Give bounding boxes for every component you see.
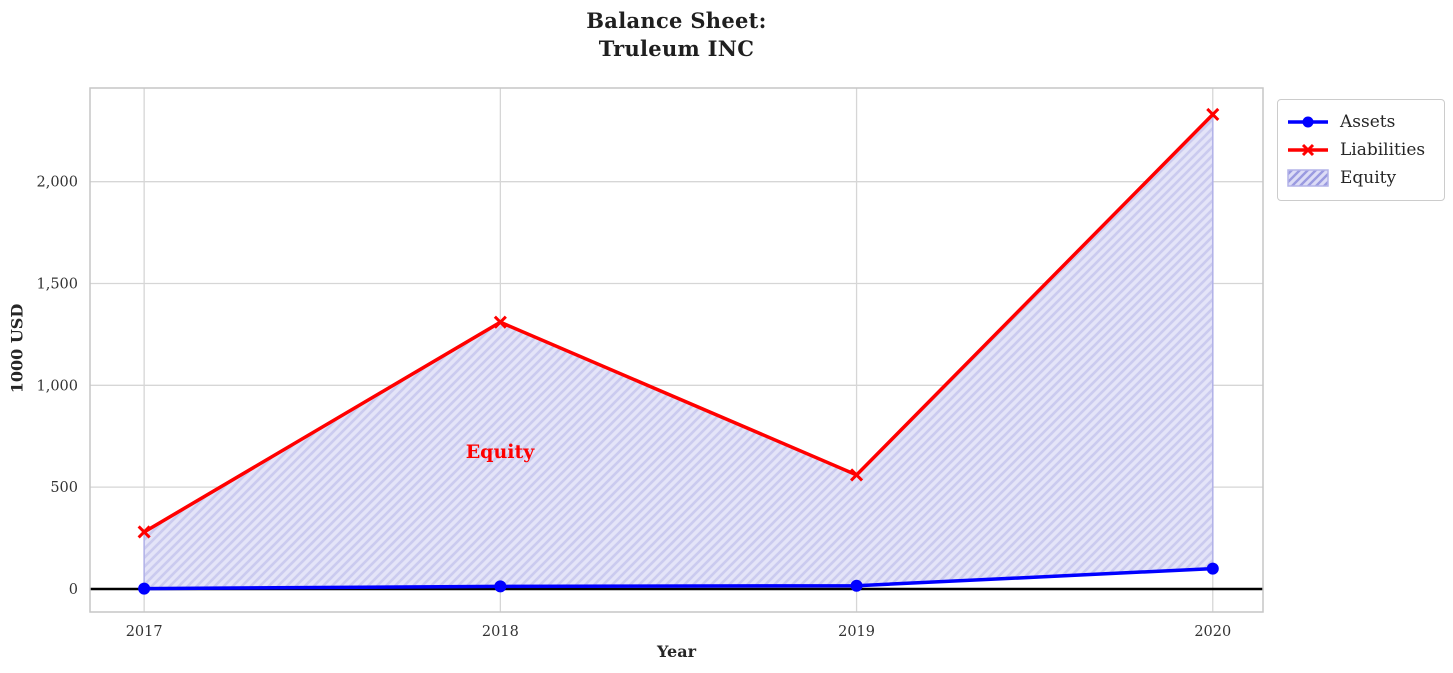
equity-patch-icon	[1287, 169, 1329, 187]
assets-line	[144, 566, 1213, 591]
chart-title-line1: Balance Sheet:	[586, 8, 767, 33]
assets-marker	[138, 582, 151, 595]
legend-label-liabilities: Liabilities	[1340, 140, 1426, 160]
assets-marker	[850, 579, 863, 592]
liabilities-marker	[493, 315, 507, 329]
legend-label-assets: Assets	[1340, 112, 1396, 132]
legend-label-equity: Equity	[1340, 168, 1397, 188]
liabilities-marker	[850, 468, 864, 482]
x-tick-label: 2019	[838, 624, 875, 640]
y-tick-label: 1,000	[36, 378, 78, 394]
assets-line-icon	[1288, 116, 1328, 128]
chart-title: Balance Sheet: Truleum INC	[90, 7, 1263, 63]
y-tick-label: 500	[50, 480, 78, 496]
y-tick-label: 0	[69, 582, 78, 598]
x-axis-label: Year	[656, 642, 696, 661]
y-axis-label: 1000 USD	[7, 303, 27, 394]
liabilities-marker	[1206, 107, 1220, 122]
legend: Assets Liabilities Equity	[1277, 99, 1445, 201]
plot-frame	[89, 87, 1264, 613]
liabilities-line-icon	[1288, 143, 1328, 157]
equity-fill	[143, 112, 1214, 590]
legend-item-liabilities: Liabilities	[1286, 136, 1434, 164]
x-tick-label: 2018	[482, 624, 519, 640]
assets-marker	[494, 580, 507, 593]
liabilities-marker	[137, 525, 151, 539]
chart-title-line2: Truleum INC	[598, 36, 755, 61]
y-tick-label: 1,500	[36, 277, 78, 293]
assets-marker	[1206, 562, 1219, 575]
legend-item-equity: Equity	[1286, 164, 1434, 192]
liabilities-line	[143, 113, 1215, 534]
y-tick-label: 2,000	[36, 175, 78, 191]
equity-annotation: Equity	[465, 441, 535, 463]
x-tick-label: 2017	[126, 624, 163, 640]
x-tick-label: 2020	[1194, 624, 1231, 640]
legend-item-assets: Assets	[1286, 108, 1434, 136]
